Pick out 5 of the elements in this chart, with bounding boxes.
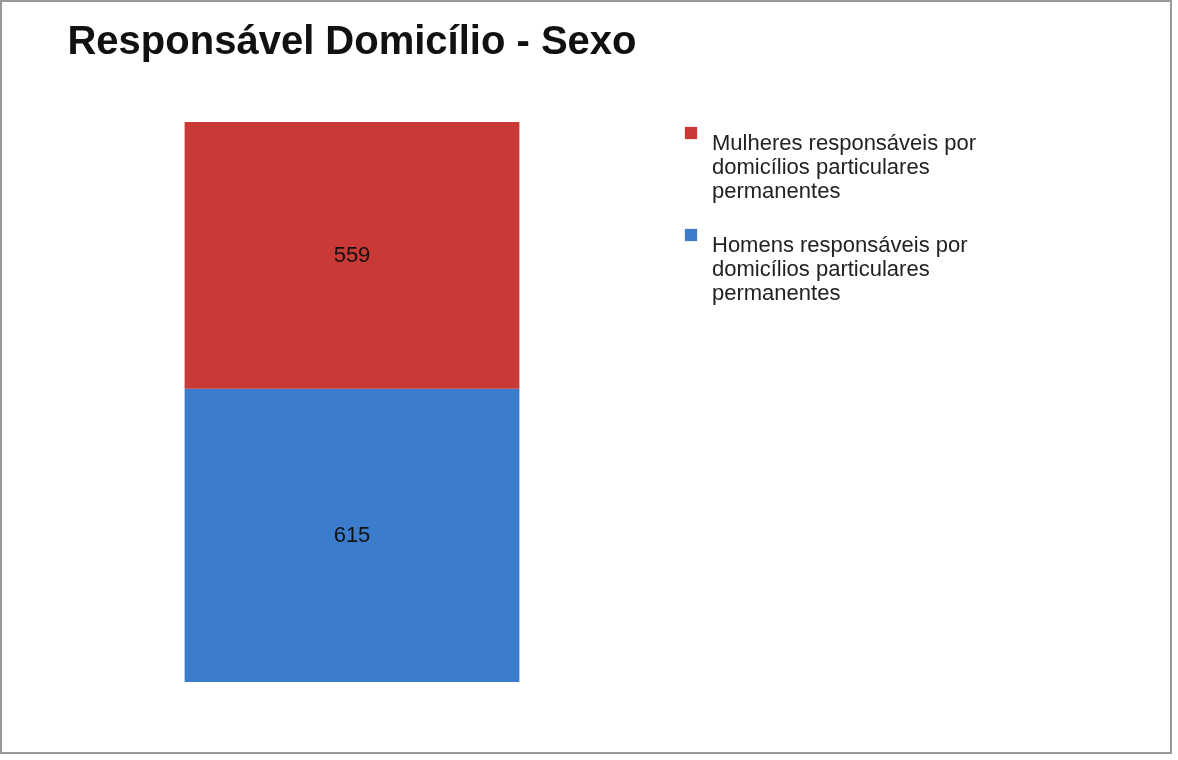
- data-label: 559: [333, 242, 371, 268]
- data-label: 615: [333, 522, 371, 548]
- legend-label: Mulheres responsáveis por domicílios particulares permanentes: [712, 130, 977, 203]
- legend-label: Homens responsáveis por domicílios particulares permanentes: [712, 232, 968, 305]
- chart-title: Responsável Domicílio - Sexo: [67, 18, 637, 62]
